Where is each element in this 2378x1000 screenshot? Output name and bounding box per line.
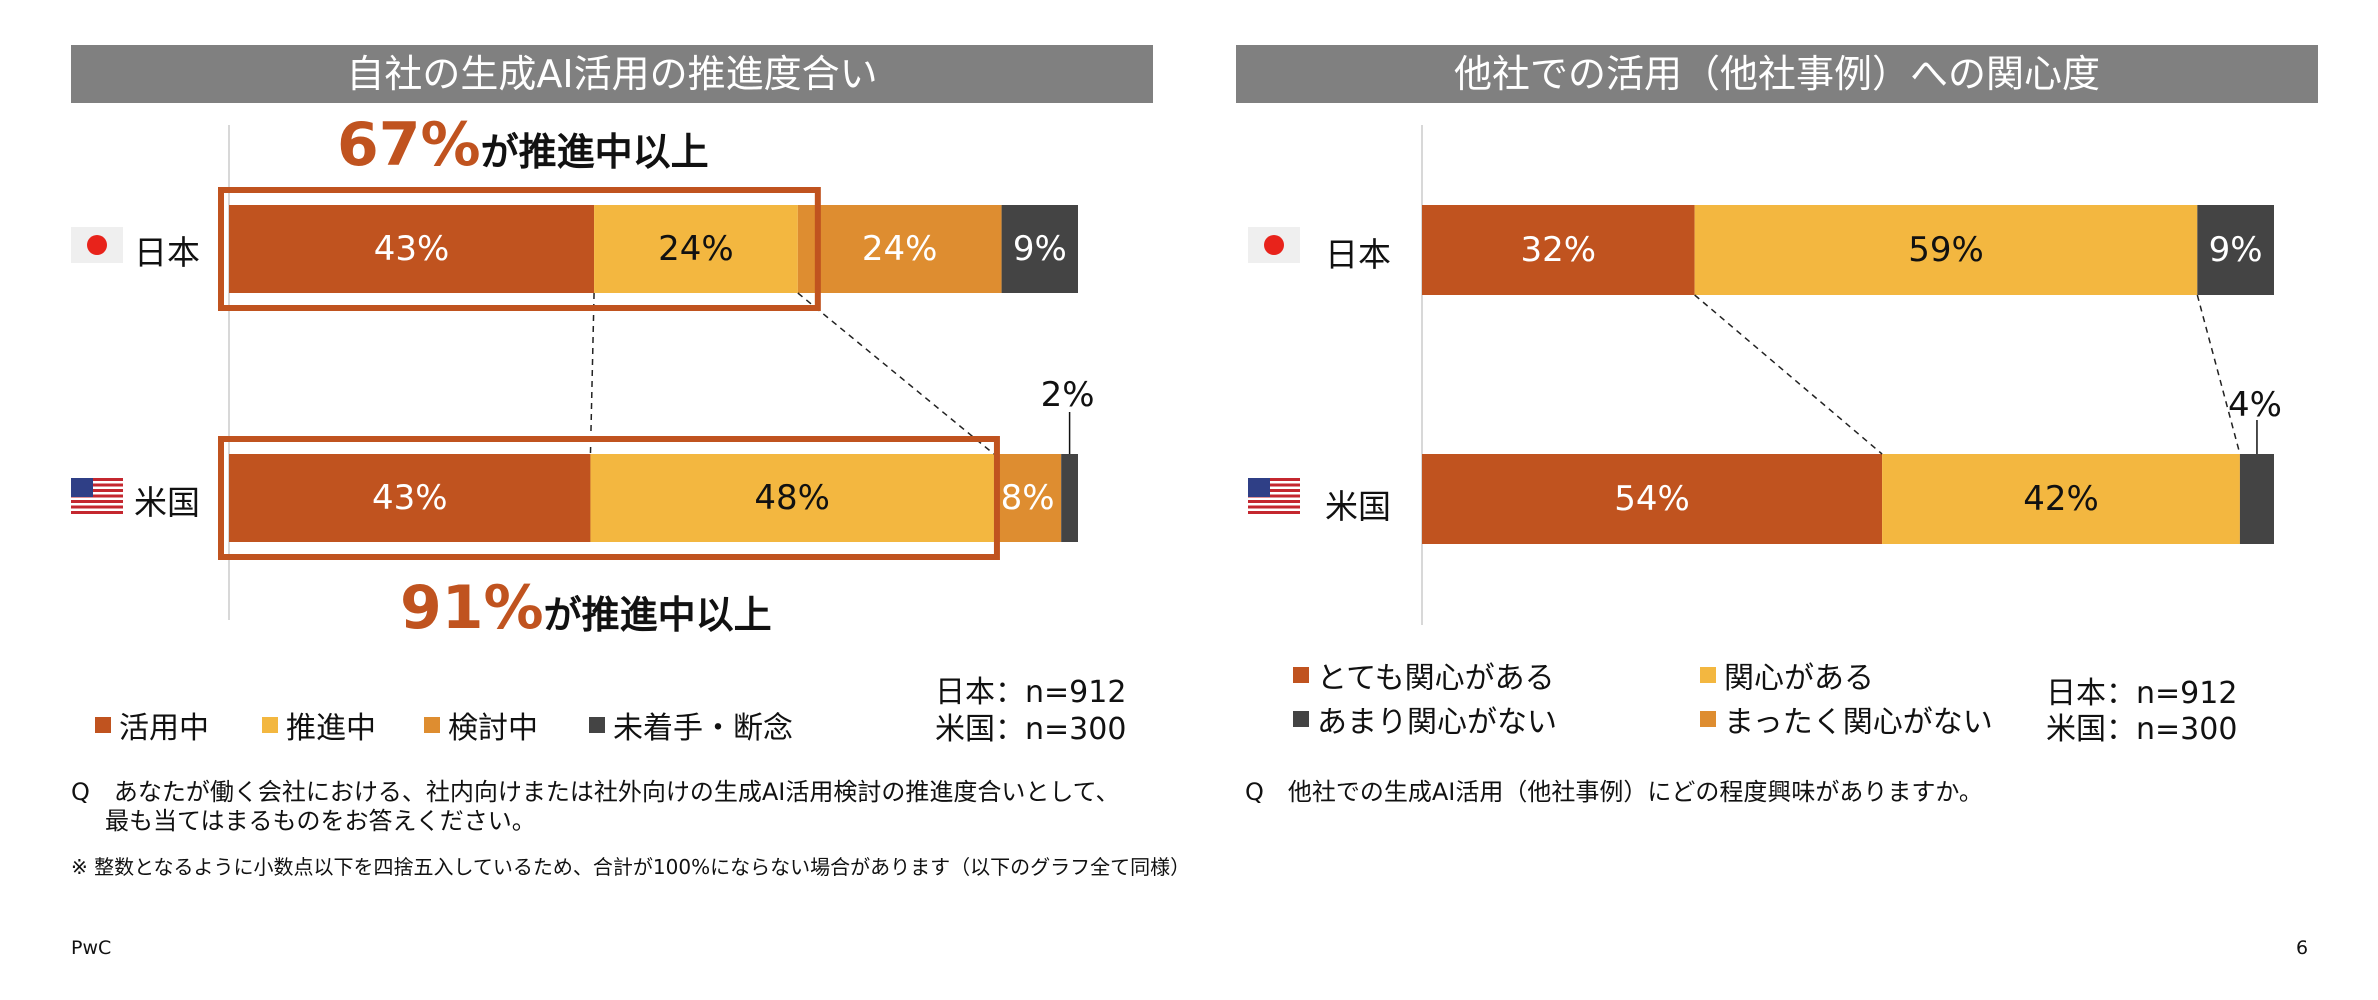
left-question-line1: Q あなたが働く会社における、社内向けまたは社外向けの生成AI活用検討の推進度合…: [71, 778, 1120, 806]
legend-item-michakushu: 未着手・断念: [589, 703, 793, 747]
bar-value-label: 42%: [2023, 479, 2099, 519]
right-sample-us: 米国：n=300: [2046, 712, 2238, 747]
bar-value-label: 2%: [1041, 375, 1095, 415]
callout-top-text: が推進中以上: [480, 130, 709, 174]
connector-line: [797, 292, 995, 455]
highlight-box: [218, 436, 1000, 560]
callout-top: 67%が推進中以上: [337, 110, 709, 180]
bar-segment: [1694, 205, 2198, 295]
connector-line: [589, 292, 595, 455]
bar-value-label: 9%: [1013, 229, 1067, 269]
country-label-japan: 日本: [134, 233, 200, 272]
bar-segment: [1001, 205, 1078, 293]
right-sample-japan: 日本：n=912: [2046, 676, 2238, 711]
right-chart: 32% 59% 9% 54% 42% 4%: [1421, 125, 2282, 625]
right-panel-title: 他社での活用（他社事例）への関心度: [1236, 45, 2318, 103]
left-sample-japan: 日本：n=912: [935, 675, 1127, 710]
us-flag-icon: [1248, 478, 1300, 514]
legend-item-kento: 検討中: [424, 703, 538, 747]
bar-value-label: 59%: [1908, 230, 1984, 270]
callout-bottom: 91%が推進中以上: [400, 573, 772, 643]
bar-segment: [1061, 454, 1078, 542]
bar-segment: [2197, 205, 2274, 295]
bar-value-label: 54%: [1614, 479, 1690, 519]
bar-segment: [1882, 454, 2240, 544]
country-label-us: 米国: [1325, 487, 1391, 526]
bar-value-label: 48%: [754, 478, 830, 518]
bar-segment: [993, 454, 1062, 542]
us-flag-icon: [71, 478, 123, 514]
legend-item-mattaku: まったく関心がない: [1700, 697, 1993, 741]
footer-page-number: 6: [2296, 937, 2309, 959]
right-question: Q 他社での生成AI活用（他社事例）にどの程度興味がありますか。: [1245, 778, 1983, 806]
bar-value-label: 43%: [374, 229, 450, 269]
bar-segment: [2239, 454, 2274, 544]
bar-segment: [590, 454, 994, 542]
japan-flag-icon: [71, 227, 123, 263]
bar-segment: [229, 205, 595, 293]
legend-item-suishin: 推進中: [262, 703, 376, 747]
bar-segment: [1422, 205, 1695, 295]
bar-value-label: 9%: [2209, 230, 2263, 270]
connector-line: [2196, 294, 2241, 455]
bar-segment: [797, 205, 1002, 293]
left-question-line2: 最も当てはまるものをお答えください。: [105, 807, 536, 835]
bar-value-label: 24%: [658, 229, 734, 269]
bar-value-label: 4%: [2228, 385, 2282, 425]
connector-line: [1694, 294, 1883, 455]
country-label-us: 米国: [134, 483, 200, 522]
bar-segment: [229, 454, 591, 542]
japan-flag-icon: [1248, 227, 1300, 263]
callout-bottom-pct: 91%: [400, 573, 544, 643]
bar-segment: [1422, 454, 1883, 544]
legend-item-totemo: とても関心がある: [1293, 653, 1555, 697]
legend-item-katsuyo: 活用中: [95, 703, 209, 747]
bar-value-label: 32%: [1521, 230, 1597, 270]
left-footnote: ※ 整数となるように小数点以下を四捨五入しているため、合計が100%にならない場…: [71, 855, 1191, 879]
bar-value-label: 8%: [1001, 478, 1055, 518]
callout-bottom-text: が推進中以上: [543, 593, 772, 637]
highlight-box: [218, 187, 821, 311]
bar-value-label: 24%: [862, 229, 938, 269]
bar-segment: [594, 205, 798, 293]
bar-value-label: 43%: [372, 478, 448, 518]
left-sample-us: 米国：n=300: [935, 712, 1127, 747]
callout-top-pct: 67%: [337, 110, 481, 180]
legend-item-amari: あまり関心がない: [1293, 697, 1557, 741]
footer-brand: PwC: [71, 937, 112, 959]
country-label-japan: 日本: [1325, 235, 1391, 274]
left-chart: 43% 24% 24% 9% 43% 48% 8% 2%: [218, 125, 1095, 620]
legend-item-kanshin: 関心がある: [1700, 653, 1874, 697]
left-panel-title: 自社の生成AI活用の推進度合い: [71, 45, 1153, 103]
